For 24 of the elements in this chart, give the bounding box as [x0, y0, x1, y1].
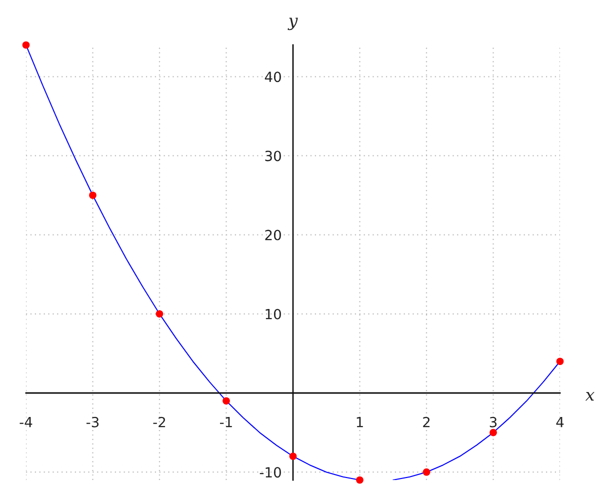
- y-tick-label: 10: [266, 308, 281, 320]
- point: [422, 468, 430, 476]
- x-tick-label: -3: [86, 416, 99, 428]
- y-axis-title: y: [288, 18, 298, 30]
- x-tick-label: 3: [490, 416, 497, 428]
- point: [89, 192, 96, 199]
- x-tick-label: -2: [153, 416, 166, 428]
- x-tick-label: 1: [356, 417, 363, 428]
- point: [556, 358, 564, 366]
- y-tick-label: -10: [260, 467, 281, 478]
- y-tick-label: 20: [265, 230, 281, 240]
- x-axis-title: x: [585, 392, 594, 401]
- point: [156, 310, 164, 318]
- x-tick-label: -1: [220, 417, 232, 428]
- point: [22, 41, 30, 49]
- y-tick-label: 40: [264, 72, 281, 82]
- y-tick-label: 30: [265, 150, 281, 162]
- point: [222, 397, 230, 405]
- point: [289, 452, 297, 460]
- x-tick-label: -4: [20, 417, 32, 428]
- point: [356, 476, 364, 484]
- x-tick-label: 4: [556, 417, 564, 428]
- x-tick-label: 2: [423, 416, 430, 428]
- point: [490, 428, 497, 436]
